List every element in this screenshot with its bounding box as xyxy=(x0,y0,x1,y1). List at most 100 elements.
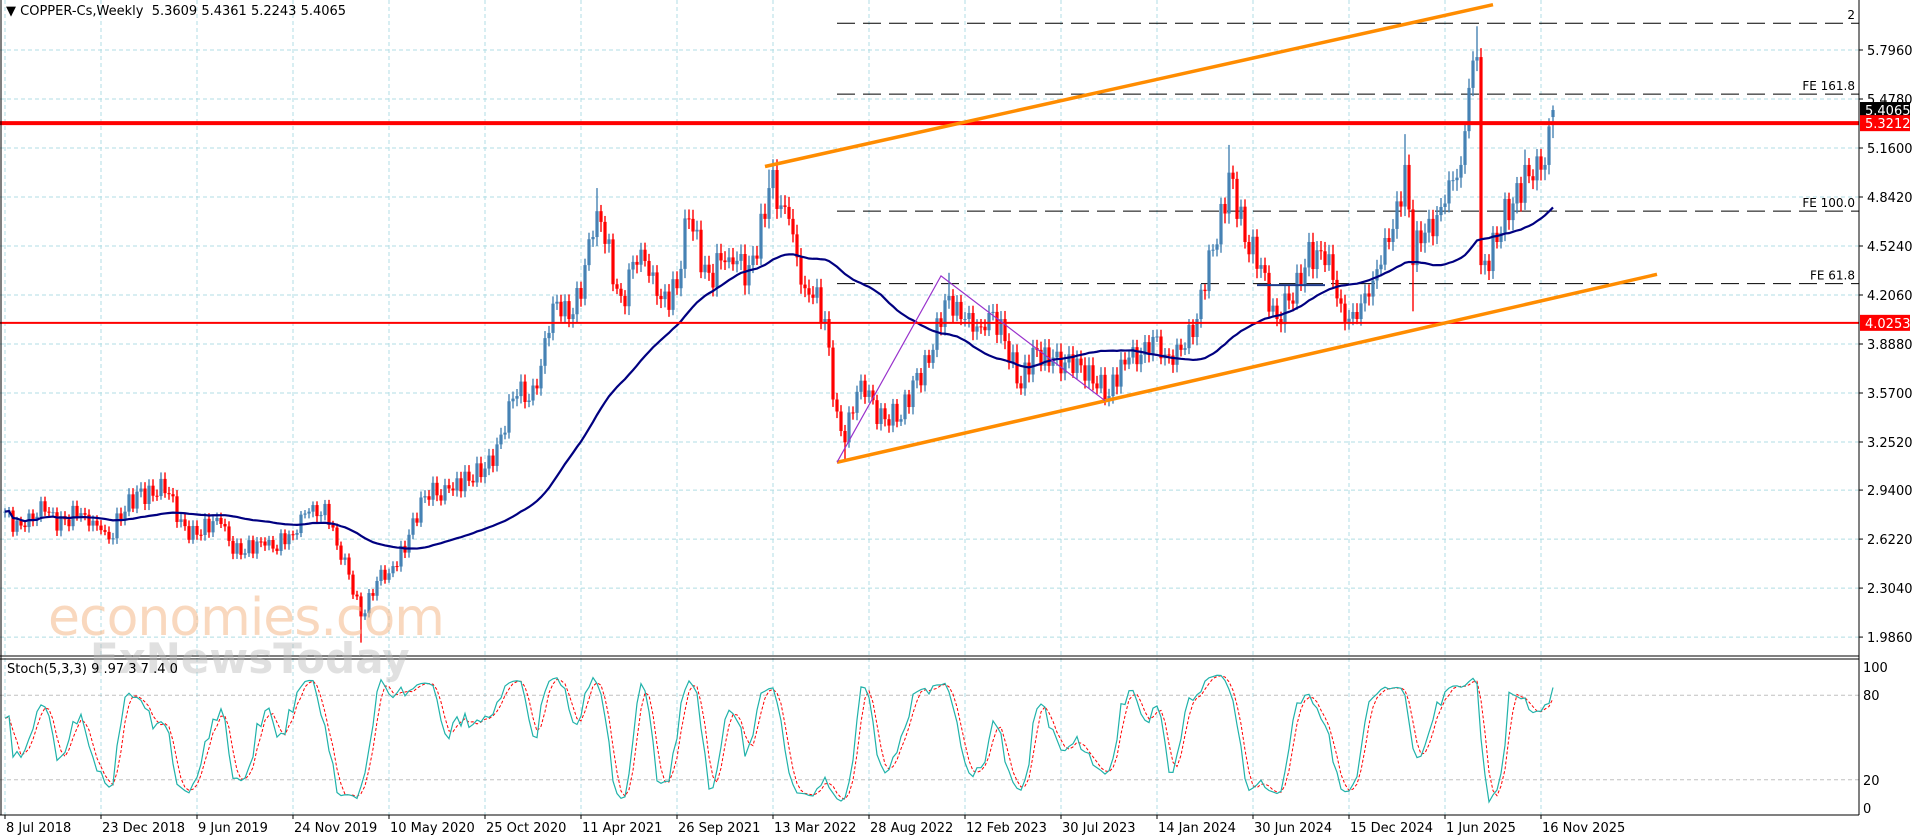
candle xyxy=(1395,201,1399,229)
candle xyxy=(307,511,311,514)
candle xyxy=(3,511,7,513)
stoch-tick-label: 0 xyxy=(1863,802,1871,817)
candle xyxy=(75,505,79,518)
candle xyxy=(135,491,139,509)
candle xyxy=(583,265,587,299)
candle xyxy=(103,530,107,532)
candle xyxy=(615,284,619,289)
candle xyxy=(1407,164,1411,210)
candle xyxy=(1187,324,1191,349)
candle xyxy=(783,205,787,207)
candle xyxy=(171,494,175,497)
candle xyxy=(611,239,615,285)
candle xyxy=(1175,344,1179,365)
candle xyxy=(79,513,83,518)
candle xyxy=(1399,201,1403,207)
candle xyxy=(739,254,743,261)
candle xyxy=(423,496,427,498)
candle xyxy=(887,419,891,426)
candle xyxy=(599,211,603,222)
candle xyxy=(387,573,391,580)
candle xyxy=(723,260,727,263)
candle xyxy=(1183,348,1187,350)
candle xyxy=(1487,260,1491,272)
date-tick-label: 14 Jan 2024 xyxy=(1158,821,1236,836)
candle xyxy=(651,272,655,276)
candle xyxy=(207,518,211,533)
candle xyxy=(927,355,931,363)
candle xyxy=(679,268,683,289)
candle xyxy=(467,471,471,481)
candle xyxy=(935,318,939,350)
candle xyxy=(691,218,695,232)
candle xyxy=(183,519,187,527)
candle xyxy=(1355,312,1359,320)
candle xyxy=(547,332,551,339)
candle xyxy=(1419,230,1423,244)
candle xyxy=(1295,272,1299,304)
price-tick-label: 4.5240 xyxy=(1867,240,1913,255)
candle xyxy=(167,493,171,495)
candle xyxy=(331,524,335,528)
candle xyxy=(91,520,95,526)
candle xyxy=(1027,362,1031,375)
candle xyxy=(243,553,247,555)
candle xyxy=(471,480,475,483)
drawing-objects: 2 FE 161.8 FE 100.0 FE 61.8 xyxy=(837,8,1859,285)
candle xyxy=(247,540,251,554)
candle xyxy=(87,514,91,526)
candle xyxy=(991,311,995,314)
candle xyxy=(1255,236,1259,269)
candle xyxy=(1415,230,1419,266)
candle xyxy=(943,300,947,327)
candle xyxy=(975,326,979,332)
candle xyxy=(1527,164,1531,177)
candle xyxy=(1135,347,1139,365)
candle xyxy=(211,521,215,533)
candle xyxy=(707,264,711,273)
stochastic-panel xyxy=(0,674,1859,804)
candle xyxy=(19,520,23,526)
candle xyxy=(1423,232,1427,244)
price-tag xyxy=(1860,102,1910,119)
price-tick-label: 3.5700 xyxy=(1867,387,1913,402)
candle xyxy=(115,513,119,539)
candle xyxy=(883,408,887,420)
date-tick-label: 1 Jun 2025 xyxy=(1446,821,1516,836)
candle xyxy=(1119,359,1123,387)
candle xyxy=(275,548,279,551)
candle xyxy=(683,218,687,269)
candle xyxy=(695,229,699,232)
candle xyxy=(1123,359,1127,365)
candle xyxy=(523,381,527,402)
candle xyxy=(639,249,643,265)
price-tag xyxy=(1860,314,1910,331)
candle xyxy=(1311,241,1315,270)
date-tick-label: 12 Feb 2023 xyxy=(966,821,1047,836)
candle xyxy=(199,534,203,536)
candle xyxy=(223,523,227,527)
candle xyxy=(855,391,859,413)
stoch-main-line xyxy=(4,674,1554,804)
price-tick-label: 2.3040 xyxy=(1867,582,1913,597)
candle xyxy=(1451,180,1455,182)
candle xyxy=(619,288,623,296)
candle xyxy=(627,269,631,307)
candle xyxy=(1099,374,1103,389)
candle xyxy=(159,478,163,497)
menu-triangle-icon[interactable]: ▼ xyxy=(6,4,21,19)
candle xyxy=(1431,218,1435,237)
candle xyxy=(1411,209,1415,266)
candle xyxy=(371,593,375,596)
candle xyxy=(359,596,363,617)
candle xyxy=(487,455,491,469)
candle xyxy=(1131,347,1135,358)
candle xyxy=(443,485,447,501)
price-tick-label: 1.9860 xyxy=(1867,631,1913,646)
candle xyxy=(1471,60,1475,88)
candle xyxy=(907,394,911,408)
candle xyxy=(911,380,915,408)
price-tick-label: 3.8880 xyxy=(1867,338,1913,353)
